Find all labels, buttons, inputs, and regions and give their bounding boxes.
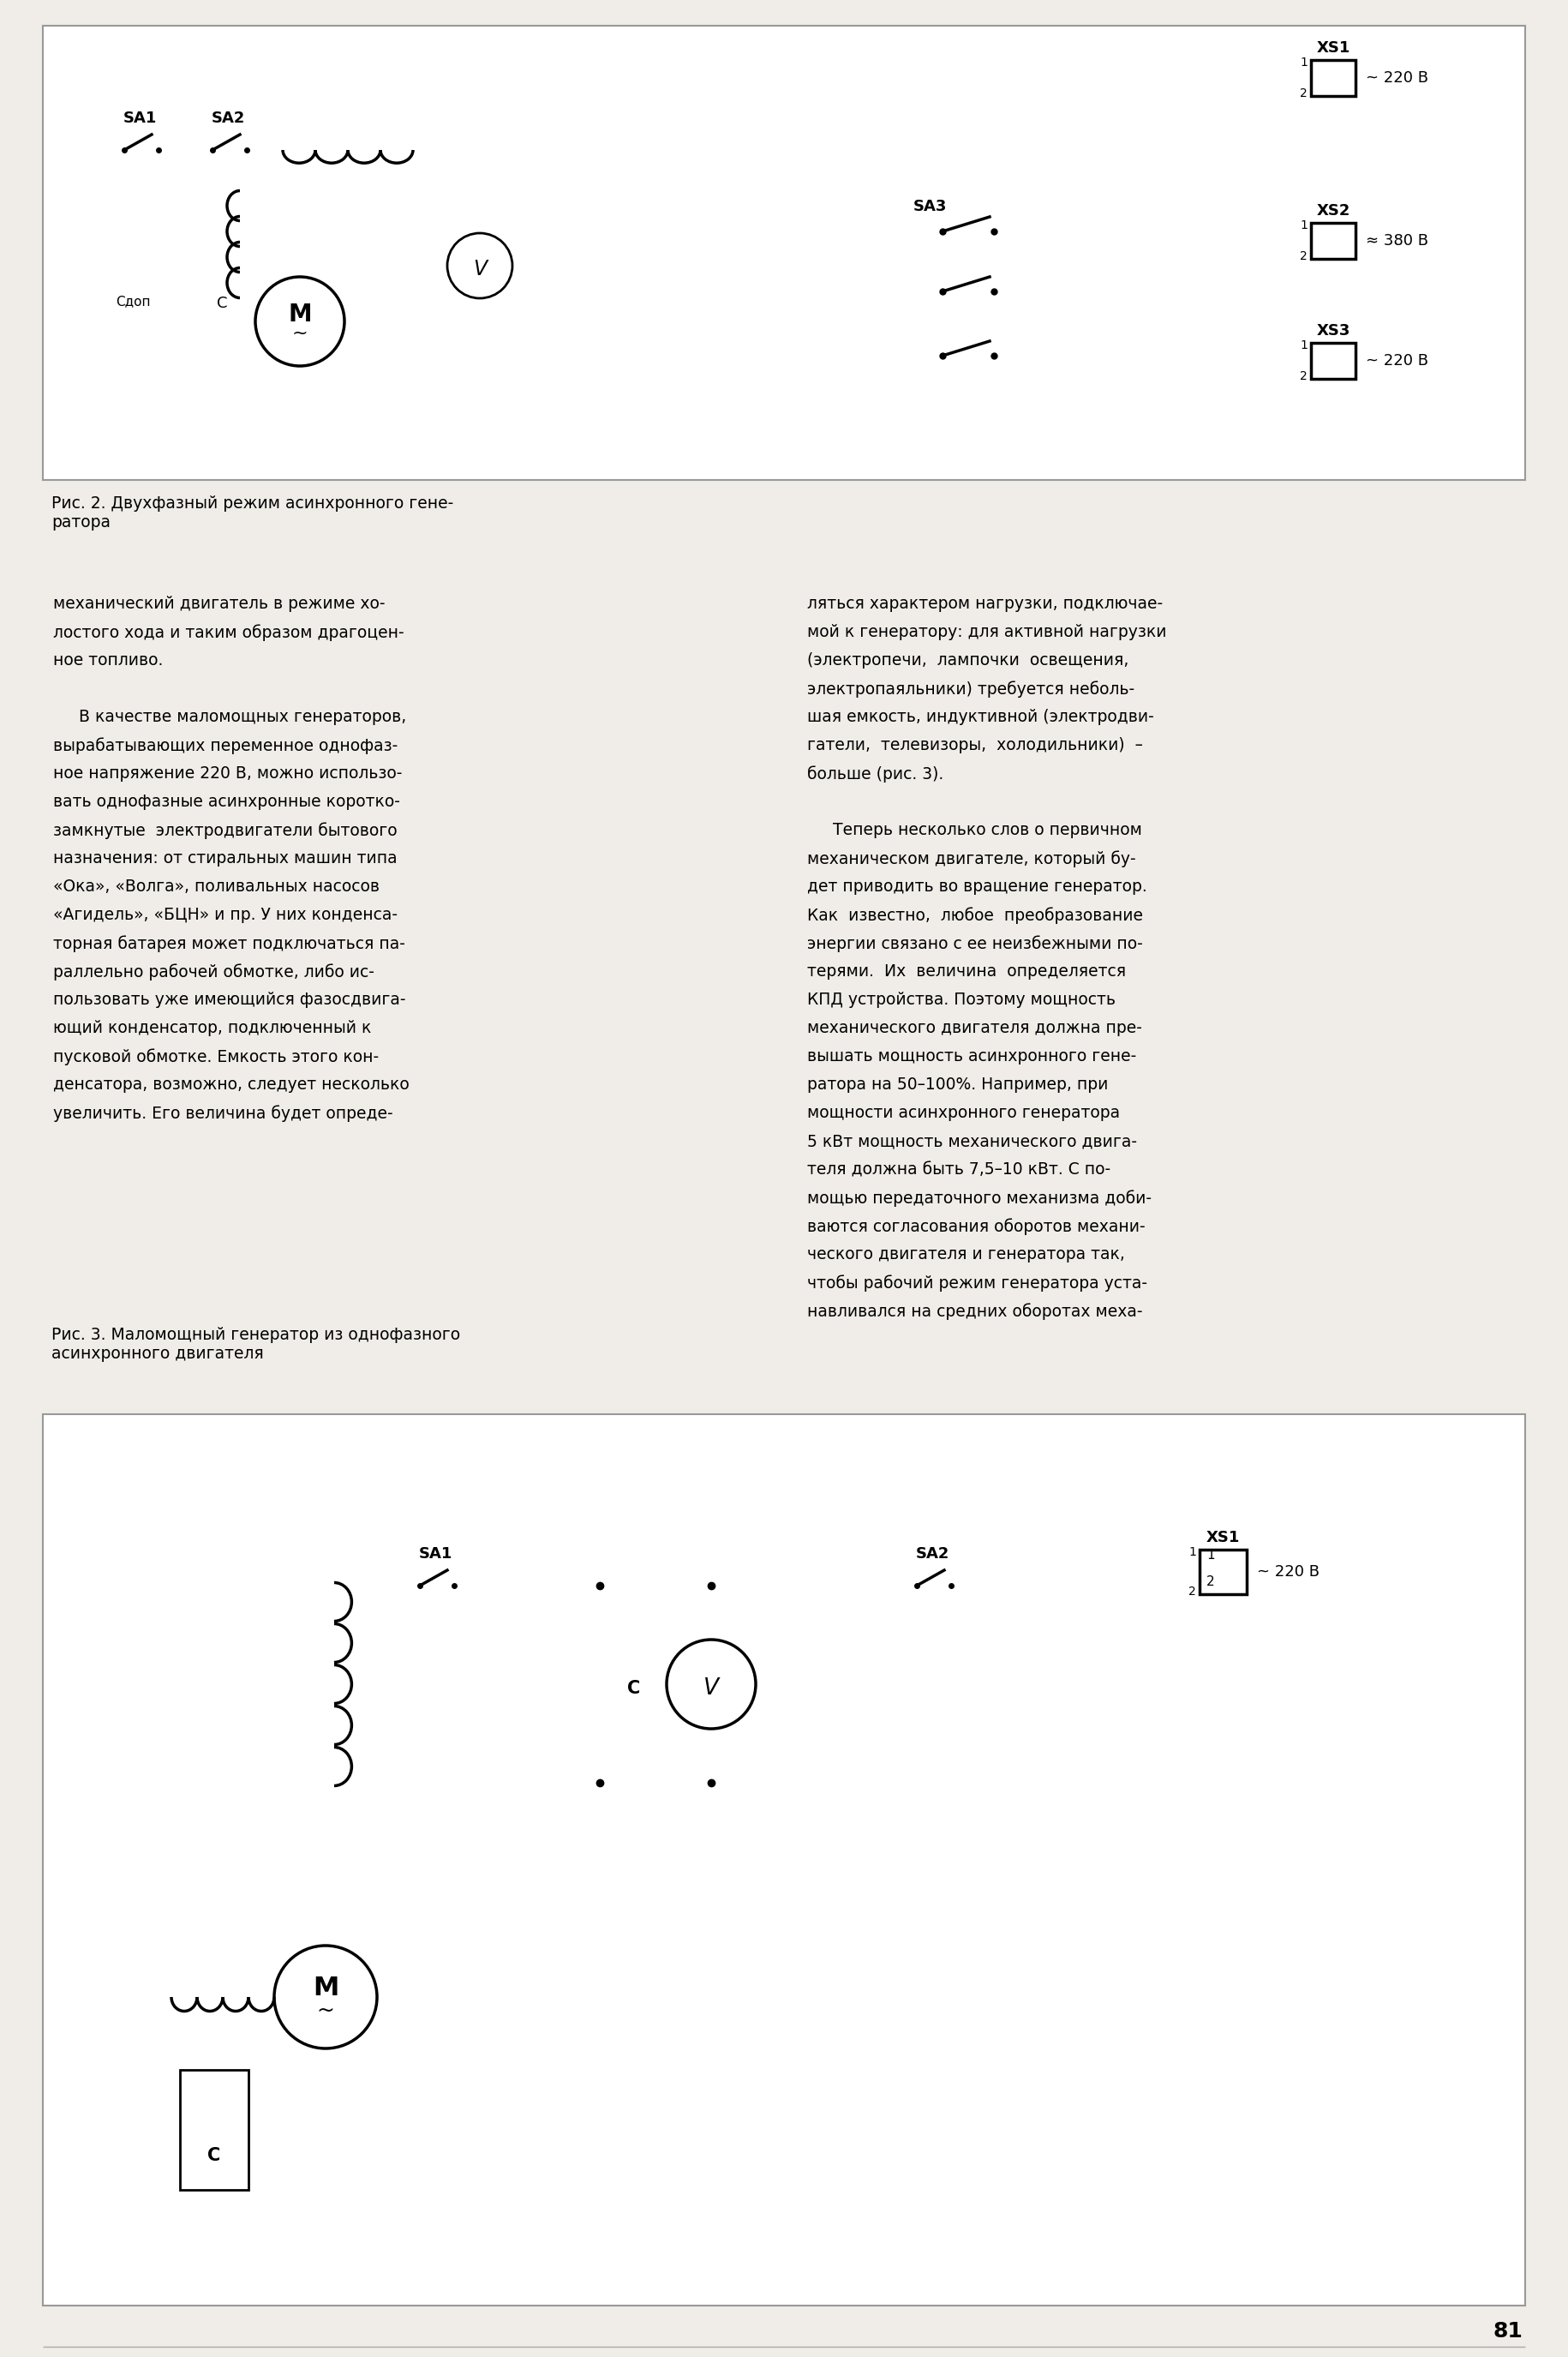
- Bar: [1200, 1549, 1247, 1593]
- Text: Теперь несколько слов о первичном: Теперь несколько слов о первичном: [808, 823, 1142, 839]
- Text: увеличить. Его величина будет опреде-: увеличить. Его величина будет опреде-: [53, 1105, 394, 1122]
- Text: V: V: [474, 259, 486, 280]
- Text: V: V: [704, 1678, 718, 1699]
- Text: вырабатывающих переменное однофаз-: вырабатывающих переменное однофаз-: [53, 738, 398, 754]
- Text: C: C: [207, 2147, 221, 2164]
- Text: ~: ~: [317, 2001, 334, 2020]
- Text: 1: 1: [1206, 1549, 1215, 1563]
- Text: раллельно рабочей обмотке, либо ис-: раллельно рабочей обмотке, либо ис-: [53, 964, 375, 981]
- Text: мой к генератору: для активной нагрузки: мой к генератору: для активной нагрузки: [808, 625, 1167, 641]
- Text: ~ 220 В: ~ 220 В: [1258, 1565, 1320, 1579]
- Text: ~ 220 В: ~ 220 В: [1366, 354, 1428, 368]
- Text: теля должна быть 7,5–10 кВт. С по-: теля должна быть 7,5–10 кВт. С по-: [808, 1162, 1110, 1178]
- Text: XS1: XS1: [1206, 1530, 1240, 1546]
- Circle shape: [256, 276, 345, 365]
- Text: «Агидель», «БЦН» и пр. У них конденса-: «Агидель», «БЦН» и пр. У них конденса-: [53, 907, 398, 924]
- Text: ~: ~: [292, 325, 307, 342]
- Text: чтобы рабочий режим генератора уста-: чтобы рабочий режим генератора уста-: [808, 1275, 1148, 1292]
- Text: 1: 1: [1300, 339, 1308, 351]
- Text: SA3: SA3: [913, 198, 947, 214]
- Circle shape: [447, 233, 513, 299]
- Text: торная батарея может подключаться па-: торная батарея может подключаться па-: [53, 936, 405, 952]
- Text: Как  известно,  любое  преобразование: Как известно, любое преобразование: [808, 907, 1143, 924]
- Text: SA1: SA1: [419, 1546, 452, 1563]
- Text: C: C: [216, 295, 227, 311]
- Bar: [42, 26, 1526, 481]
- Text: вать однофазные асинхронные коротко-: вать однофазные асинхронные коротко-: [53, 794, 400, 811]
- Text: «Ока», «Волга», поливальных насосов: «Ока», «Волга», поливальных насосов: [53, 879, 379, 896]
- Text: мощности асинхронного генератора: мощности асинхронного генератора: [808, 1105, 1120, 1122]
- Text: 2: 2: [1300, 87, 1308, 99]
- Text: КПД устройства. Поэтому мощность: КПД устройства. Поэтому мощность: [808, 992, 1115, 1009]
- Text: 2: 2: [1206, 1574, 1215, 1589]
- Text: M: M: [289, 302, 312, 328]
- Text: 1: 1: [1189, 1546, 1196, 1558]
- Text: электропаяльники) требуется неболь-: электропаяльники) требуется неболь-: [808, 681, 1135, 698]
- Text: 81: 81: [1493, 2322, 1523, 2341]
- Text: ное топливо.: ное топливо.: [53, 653, 163, 669]
- Text: 5 кВт мощность механического двига-: 5 кВт мощность механического двига-: [808, 1134, 1137, 1150]
- Text: XS1: XS1: [1317, 40, 1350, 57]
- Text: гатели,  телевизоры,  холодильники)  –: гатели, телевизоры, холодильники) –: [808, 738, 1143, 754]
- Bar: [42, 1414, 1526, 2305]
- Text: больше (рис. 3).: больше (рис. 3).: [808, 766, 944, 783]
- Text: XS3: XS3: [1317, 323, 1350, 339]
- Text: XS2: XS2: [1317, 203, 1350, 219]
- Text: пусковой обмотке. Емкость этого кон-: пусковой обмотке. Емкость этого кон-: [53, 1049, 379, 1065]
- Text: навливался на средних оборотах меха-: навливался на средних оборотах меха-: [808, 1303, 1143, 1320]
- Text: денсатора, возможно, следует несколько: денсатора, возможно, следует несколько: [53, 1077, 409, 1094]
- Text: лостого хода и таким образом драгоцен-: лостого хода и таким образом драгоцен-: [53, 625, 405, 641]
- Text: Рис. 3. Маломощный генератор из однофазного
асинхронного двигателя: Рис. 3. Маломощный генератор из однофазн…: [52, 1327, 461, 1362]
- Text: замкнутые  электродвигатели бытового: замкнутые электродвигатели бытового: [53, 823, 397, 839]
- Text: энергии связано с ее неизбежными по-: энергии связано с ее неизбежными по-: [808, 936, 1143, 952]
- Text: ратора на 50–100%. Например, при: ратора на 50–100%. Например, при: [808, 1077, 1109, 1094]
- Text: SA2: SA2: [212, 111, 245, 125]
- Text: ческого двигателя и генератора так,: ческого двигателя и генератора так,: [808, 1247, 1124, 1263]
- Text: механическом двигателе, который бу-: механическом двигателе, который бу-: [808, 851, 1135, 867]
- Text: ляться характером нагрузки, подключае-: ляться характером нагрузки, подключае-: [808, 596, 1163, 613]
- Text: мощью передаточного механизма доби-: мощью передаточного механизма доби-: [808, 1190, 1151, 1207]
- Text: Сдоп: Сдоп: [116, 295, 151, 309]
- Text: 2: 2: [1300, 370, 1308, 382]
- Text: механического двигателя должна пре-: механического двигателя должна пре-: [808, 1021, 1142, 1037]
- Bar: [1311, 224, 1355, 259]
- Text: ваются согласования оборотов механи-: ваются согласования оборотов механи-: [808, 1219, 1145, 1235]
- Text: пользовать уже имеющийся фазосдвига-: пользовать уже имеющийся фазосдвига-: [53, 992, 406, 1009]
- Text: терями.  Их  величина  определяется: терями. Их величина определяется: [808, 964, 1126, 981]
- Bar: [1311, 59, 1355, 97]
- Bar: [180, 2069, 248, 2190]
- Text: ное напряжение 220 В, можно использо-: ное напряжение 220 В, можно использо-: [53, 766, 401, 783]
- Text: дет приводить во вращение генератор.: дет приводить во вращение генератор.: [808, 879, 1148, 896]
- Bar: [1311, 342, 1355, 379]
- Text: шая емкость, индуктивной (электродви-: шая емкость, индуктивной (электродви-: [808, 709, 1154, 726]
- Text: Рис. 2. Двухфазный режим асинхронного гене-
ратора: Рис. 2. Двухфазный режим асинхронного ге…: [52, 495, 453, 530]
- Text: назначения: от стиральных машин типа: назначения: от стиральных машин типа: [53, 851, 397, 867]
- Circle shape: [274, 1945, 376, 2048]
- Text: SA2: SA2: [916, 1546, 949, 1563]
- Text: SA1: SA1: [122, 111, 157, 125]
- Text: В качестве маломощных генераторов,: В качестве маломощных генераторов,: [53, 709, 406, 726]
- Text: 2: 2: [1189, 1586, 1196, 1598]
- Text: вышать мощность асинхронного гене-: вышать мощность асинхронного гене-: [808, 1049, 1137, 1065]
- Circle shape: [666, 1640, 756, 1728]
- Text: M: M: [312, 1975, 339, 2001]
- Text: 2: 2: [1300, 250, 1308, 262]
- Text: 1: 1: [1300, 219, 1308, 231]
- Text: ~ 220 В: ~ 220 В: [1366, 71, 1428, 85]
- Text: ющий конденсатор, подключенный к: ющий конденсатор, подключенный к: [53, 1021, 372, 1037]
- Text: механический двигатель в режиме хо-: механический двигатель в режиме хо-: [53, 596, 386, 613]
- Text: ≈ 380 В: ≈ 380 В: [1366, 233, 1428, 247]
- Text: 1: 1: [1300, 57, 1308, 68]
- Text: (электропечи,  лампочки  освещения,: (электропечи, лампочки освещения,: [808, 653, 1129, 669]
- Text: C: C: [627, 1681, 640, 1697]
